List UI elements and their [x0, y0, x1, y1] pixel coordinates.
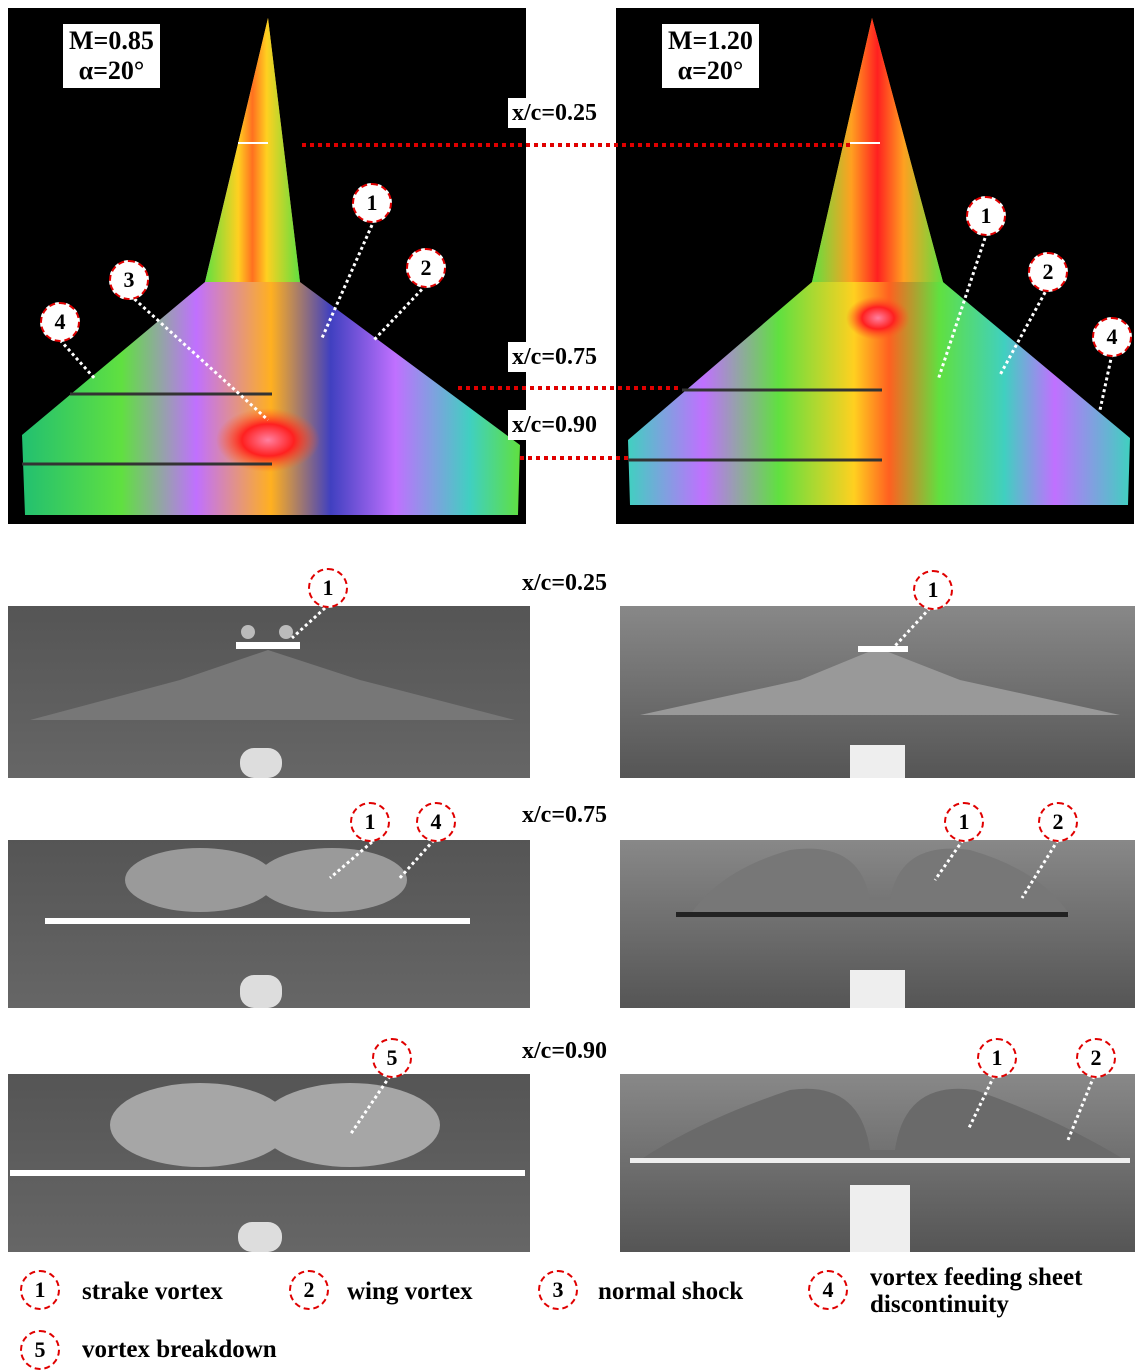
left-condition-label: M=0.85 α=20° [63, 24, 160, 88]
legend-marker-2: 2 [289, 1270, 329, 1310]
station-label-photo-075: x/c=0.75 [518, 800, 611, 830]
legend-text-5: vortex breakdown [82, 1336, 277, 1363]
legend-marker-1: 1 [20, 1270, 60, 1310]
right-condition-label: M=1.20 α=20° [662, 24, 759, 88]
legend-marker-4: 4 [808, 1270, 848, 1310]
mach-left: M=0.85 [69, 26, 154, 55]
marker-5-row3-left: 5 [372, 1038, 412, 1078]
station-label-top-090: x/c=0.90 [508, 410, 601, 440]
marker-1-row2-right: 1 [944, 802, 984, 842]
marker-2-row3-right: 2 [1076, 1038, 1116, 1078]
station-label-photo-090: x/c=0.90 [518, 1036, 611, 1066]
smoke-photos [8, 606, 1135, 1252]
legend-marker-5: 5 [20, 1330, 60, 1370]
normal-shock-region [216, 408, 320, 472]
legend-marker-3: 3 [538, 1270, 578, 1310]
station-label-top-025: x/c=0.25 [508, 98, 601, 128]
marker-1-row1-right: 1 [913, 570, 953, 610]
station-label-photo-025: x/c=0.25 [518, 568, 611, 598]
alpha-right: α=20° [677, 56, 744, 85]
legend-text-2: wing vortex [347, 1278, 473, 1305]
leader-lines [58, 224, 1114, 1141]
legend-text-4: vortex feeding sheet discontinuity [870, 1264, 1083, 1318]
mach-right: M=1.20 [668, 26, 753, 55]
station-label-top-075: x/c=0.75 [508, 342, 601, 372]
marker-3-top-left: 3 [109, 260, 149, 300]
marker-4-top-right: 4 [1092, 317, 1132, 357]
marker-1-row2-left: 1 [350, 802, 390, 842]
alpha-left: α=20° [78, 56, 145, 85]
marker-1-top-left: 1 [352, 183, 392, 223]
marker-1-row1-left: 1 [308, 568, 348, 608]
legend-text-3: normal shock [598, 1278, 744, 1305]
marker-2-top-right: 2 [1028, 252, 1068, 292]
marker-2-top-left: 2 [406, 248, 446, 288]
marker-2-row2-right: 2 [1038, 802, 1078, 842]
marker-4-top-left: 4 [40, 302, 80, 342]
marker-4-row2-left: 4 [416, 802, 456, 842]
marker-1-top-right: 1 [966, 196, 1006, 236]
legend-text-1: strake vortex [82, 1278, 223, 1305]
marker-1-row3-right: 1 [977, 1038, 1017, 1078]
